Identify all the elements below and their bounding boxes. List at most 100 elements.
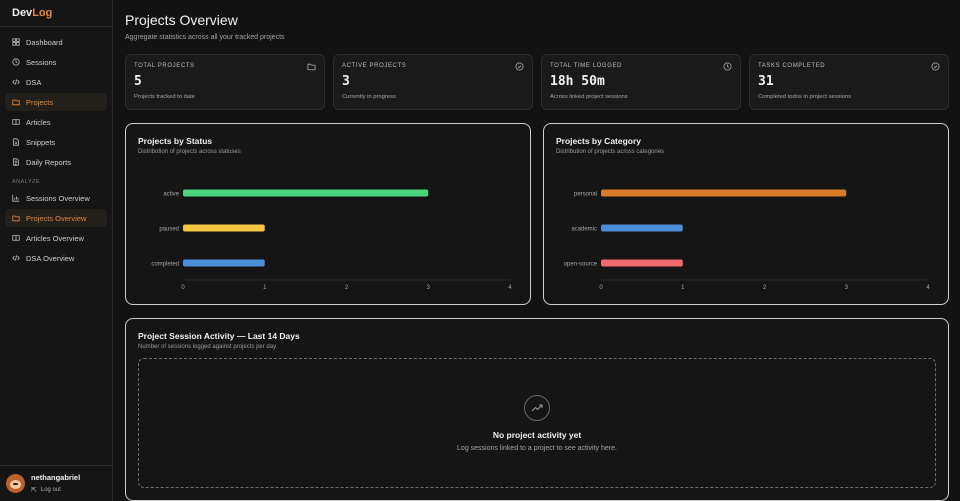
sidebar-item-dsa-overview[interactable]: DSA Overview [5, 249, 107, 267]
category-label: open-source [564, 262, 598, 268]
sidebar-item-articles-overview[interactable]: Articles Overview [5, 229, 107, 247]
stat-label: TOTAL TIME LOGGED [550, 63, 622, 69]
clock-icon [12, 58, 20, 66]
x-tick-label: 4 [926, 285, 930, 291]
sidebar: DevLog Dashboard Sessions DSA Projects A… [0, 0, 113, 501]
bar-open-source [601, 259, 683, 267]
sidebar-item-dsa[interactable]: DSA [5, 73, 107, 91]
sidebar-item-label: DSA Overview [26, 253, 75, 263]
x-tick-label: 2 [345, 285, 349, 291]
stat-value: 3 [342, 74, 350, 89]
stat-desc: Across linked project sessions [550, 94, 628, 100]
bar-personal [601, 189, 847, 197]
x-tick-label: 0 [181, 285, 185, 291]
sidebar-nav: Dashboard Sessions DSA Projects Articles… [0, 27, 112, 267]
x-tick-label: 1 [681, 285, 685, 291]
brand-logo[interactable]: DevLog [0, 0, 112, 27]
empty-state-subtitle: Log sessions linked to a project to see … [457, 444, 617, 452]
stat-label: TASKS COMPLETED [758, 63, 826, 69]
stat-label: ACTIVE PROJECTS [342, 63, 407, 69]
charts-row: Projects by Status Distribution of proje… [125, 123, 949, 305]
empty-state: No project activity yet Log sessions lin… [138, 358, 936, 488]
code-icon [12, 255, 20, 261]
book-icon [12, 235, 20, 241]
stat-desc: Projects tracked to date [134, 94, 195, 100]
sidebar-item-projects[interactable]: Projects [5, 93, 107, 111]
stat-card-active-projects: ACTIVE PROJECTS 3 Currently in progress [333, 54, 533, 110]
sidebar-section-label: ANALYZE [12, 179, 41, 185]
sidebar-item-label: Daily Reports [26, 157, 72, 167]
stat-desc: Completed todos in project sessions [758, 94, 852, 100]
page-subtitle: Aggregate statistics across all your tra… [125, 34, 285, 41]
chart-subtitle: Distribution of projects across statuses [138, 149, 241, 155]
sidebar-item-articles[interactable]: Articles [5, 113, 107, 131]
chart-subtitle: Distribution of projects across categori… [556, 149, 665, 155]
page-title: Projects Overview [125, 12, 238, 28]
sidebar-item-label: Projects [26, 97, 54, 107]
stat-desc: Currently in progress [342, 94, 396, 100]
activity-card: Project Session Activity — Last 14 Days … [125, 318, 949, 501]
check-circle-icon [931, 62, 940, 71]
category-label: completed [151, 262, 179, 268]
logout-icon: ⇱ [31, 487, 37, 494]
chart-card-status: Projects by Status Distribution of proje… [125, 123, 531, 305]
chart-title: Projects by Category [556, 136, 642, 146]
stat-value: 31 [758, 74, 774, 89]
x-tick-label: 3 [427, 285, 431, 291]
sidebar-item-dashboard[interactable]: Dashboard [5, 33, 107, 51]
category-label: personal [574, 192, 597, 198]
category-bar-chart: personal academic open-source 0 1 2 3 4 [564, 189, 930, 291]
stat-value: 5 [134, 74, 142, 89]
x-tick-label: 0 [599, 285, 603, 291]
x-tick-label: 2 [763, 285, 767, 291]
x-tick-label: 1 [263, 285, 267, 291]
dashboard-icon [12, 38, 20, 46]
stat-value: 18h 50m [550, 74, 605, 89]
clock-icon [723, 62, 732, 71]
sidebar-item-label: Dashboard [26, 37, 63, 47]
bar-completed [183, 259, 265, 267]
status-bar-chart: active paused completed 0 1 2 3 4 [151, 189, 512, 291]
brand-text-log: Log [32, 7, 53, 19]
logout-label: Log out [40, 487, 61, 493]
bar-active [183, 189, 429, 197]
sidebar-item-label: DSA [26, 77, 42, 87]
bar-academic [601, 224, 683, 232]
chart-title: Projects by Status [138, 136, 213, 146]
report-icon [13, 158, 19, 166]
x-tick-label: 3 [845, 285, 849, 291]
sidebar-item-sessions[interactable]: Sessions [5, 53, 107, 71]
sidebar-item-snippets[interactable]: Snippets [5, 133, 107, 151]
avatar[interactable] [6, 474, 25, 493]
sidebar-item-label: Articles [26, 117, 51, 127]
empty-state-title: No project activity yet [492, 429, 582, 440]
chart-card-category: Projects by Category Distribution of pro… [543, 123, 949, 305]
category-label: paused [159, 227, 179, 233]
x-tick-label: 4 [508, 285, 512, 291]
sidebar-item-sessions-overview[interactable]: Sessions Overview [5, 189, 107, 207]
user-panel: nethangabriel ⇱ Log out [0, 465, 112, 501]
empty-state-icon-wrapper [524, 394, 550, 421]
sidebar-item-daily-reports[interactable]: Daily Reports [5, 153, 107, 171]
brand-text-dev: Dev [12, 7, 33, 19]
sidebar-item-projects-overview[interactable]: Projects Overview [5, 209, 107, 227]
code-icon [12, 79, 20, 85]
stat-card-total-projects: TOTAL PROJECTS 5 Projects tracked to dat… [125, 54, 325, 110]
sidebar-item-label: Projects Overview [26, 213, 87, 223]
activity-subtitle: Number of sessions logged against projec… [138, 344, 277, 350]
stat-card-tasks-completed: TASKS COMPLETED 31 Completed todos in pr… [749, 54, 949, 110]
bar-paused [183, 224, 265, 232]
check-circle-icon [515, 62, 524, 71]
activity-title: Project Session Activity — Last 14 Days [138, 331, 300, 341]
folder-icon [12, 99, 20, 106]
sidebar-item-label: Articles Overview [26, 233, 84, 243]
sidebar-item-label: Sessions Overview [26, 193, 90, 203]
sidebar-item-label: Sessions [26, 57, 57, 67]
book-icon [12, 119, 20, 125]
stat-card-total-time: TOTAL TIME LOGGED 18h 50m Across linked … [541, 54, 741, 110]
logout-button[interactable]: ⇱ Log out [31, 486, 80, 494]
trending-up-icon [531, 404, 543, 411]
folder-icon [307, 63, 316, 71]
document-icon [13, 138, 19, 146]
stat-label: TOTAL PROJECTS [134, 63, 195, 69]
